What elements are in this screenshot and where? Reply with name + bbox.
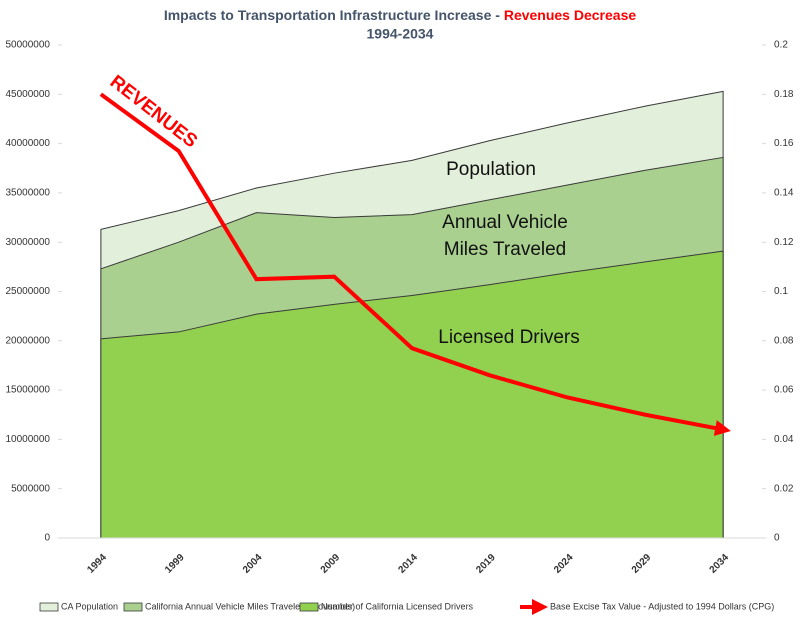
y-tick-label: 15000000 bbox=[6, 385, 51, 396]
y-tick-label: 20000000 bbox=[6, 335, 51, 346]
annotation: REVENUES bbox=[106, 71, 201, 152]
plot-area: 0 5000000 10000000 15000000 20000000 25000000… bbox=[6, 40, 794, 576]
y-tick-label: 30000000 bbox=[6, 237, 51, 248]
x-tick-label: 2009 bbox=[319, 552, 343, 576]
y2-tick-label: 0.08 bbox=[774, 335, 794, 346]
legend-label: Base Excise Tax Value - Adjusted to 1994… bbox=[550, 601, 774, 611]
x-tick-label: 2024 bbox=[552, 552, 576, 576]
y-tick-label: 40000000 bbox=[6, 138, 51, 149]
y-tick-label: 10000000 bbox=[6, 434, 51, 445]
chart-subtitle: 1994-2034 bbox=[367, 26, 434, 42]
y-tick-label: 0 bbox=[44, 533, 50, 544]
legend-swatch bbox=[299, 602, 319, 612]
x-tick-label: 2014 bbox=[396, 552, 420, 576]
line bbox=[99, 92, 731, 436]
y2-tick-label: 0.18 bbox=[774, 89, 794, 100]
x-tick-label: 2029 bbox=[630, 552, 654, 576]
annotation: Population bbox=[446, 159, 536, 180]
y2-tick-label: 0.04 bbox=[774, 434, 794, 445]
legend-swatch bbox=[39, 602, 59, 612]
title-main: Impacts to Transportation Infrastructure… bbox=[164, 7, 500, 23]
annotation: Miles Traveled bbox=[444, 239, 567, 260]
y2-tick-label: 0.2 bbox=[774, 40, 788, 51]
y-tick-label: 5000000 bbox=[11, 483, 50, 494]
x-tick-label: 1994 bbox=[85, 552, 109, 576]
legend: CA Population California Annual Vehicle M… bbox=[39, 599, 774, 615]
y2-tick-label: 0 bbox=[774, 533, 780, 544]
x-tick-label: 2034 bbox=[708, 552, 732, 576]
y-tick-label: 45000000 bbox=[6, 89, 51, 100]
y2-tick-label: 0.14 bbox=[774, 188, 794, 199]
title-highlight: Revenues Decrease bbox=[504, 7, 637, 23]
y2-tick-label: 0.16 bbox=[774, 138, 794, 149]
x-tick-label: 2004 bbox=[241, 552, 265, 576]
annotation: Licensed Drivers bbox=[438, 327, 580, 348]
chart-title: Impacts to Transportation Infrastructure… bbox=[164, 7, 637, 23]
y2-tick-label: 0.12 bbox=[774, 237, 794, 248]
y-tick-label: 50000000 bbox=[6, 40, 51, 51]
y2-tick-label: 0.1 bbox=[774, 286, 788, 297]
y-tick-label: 35000000 bbox=[6, 188, 51, 199]
legend-label: Number of California Licensed Drivers bbox=[321, 601, 474, 611]
x-tick-label: 1999 bbox=[163, 552, 187, 576]
legend-swatch bbox=[123, 602, 143, 612]
legend-label: California Annual Vehicle Miles Traveled… bbox=[145, 601, 355, 611]
y2-tick-label: 0.06 bbox=[774, 385, 794, 396]
y2-tick-label: 0.02 bbox=[774, 483, 794, 494]
x-tick-label: 2019 bbox=[474, 552, 498, 576]
annotation: Annual Vehicle bbox=[442, 212, 568, 233]
legend-label: CA Population bbox=[61, 601, 118, 611]
y-tick-label: 25000000 bbox=[6, 286, 51, 297]
